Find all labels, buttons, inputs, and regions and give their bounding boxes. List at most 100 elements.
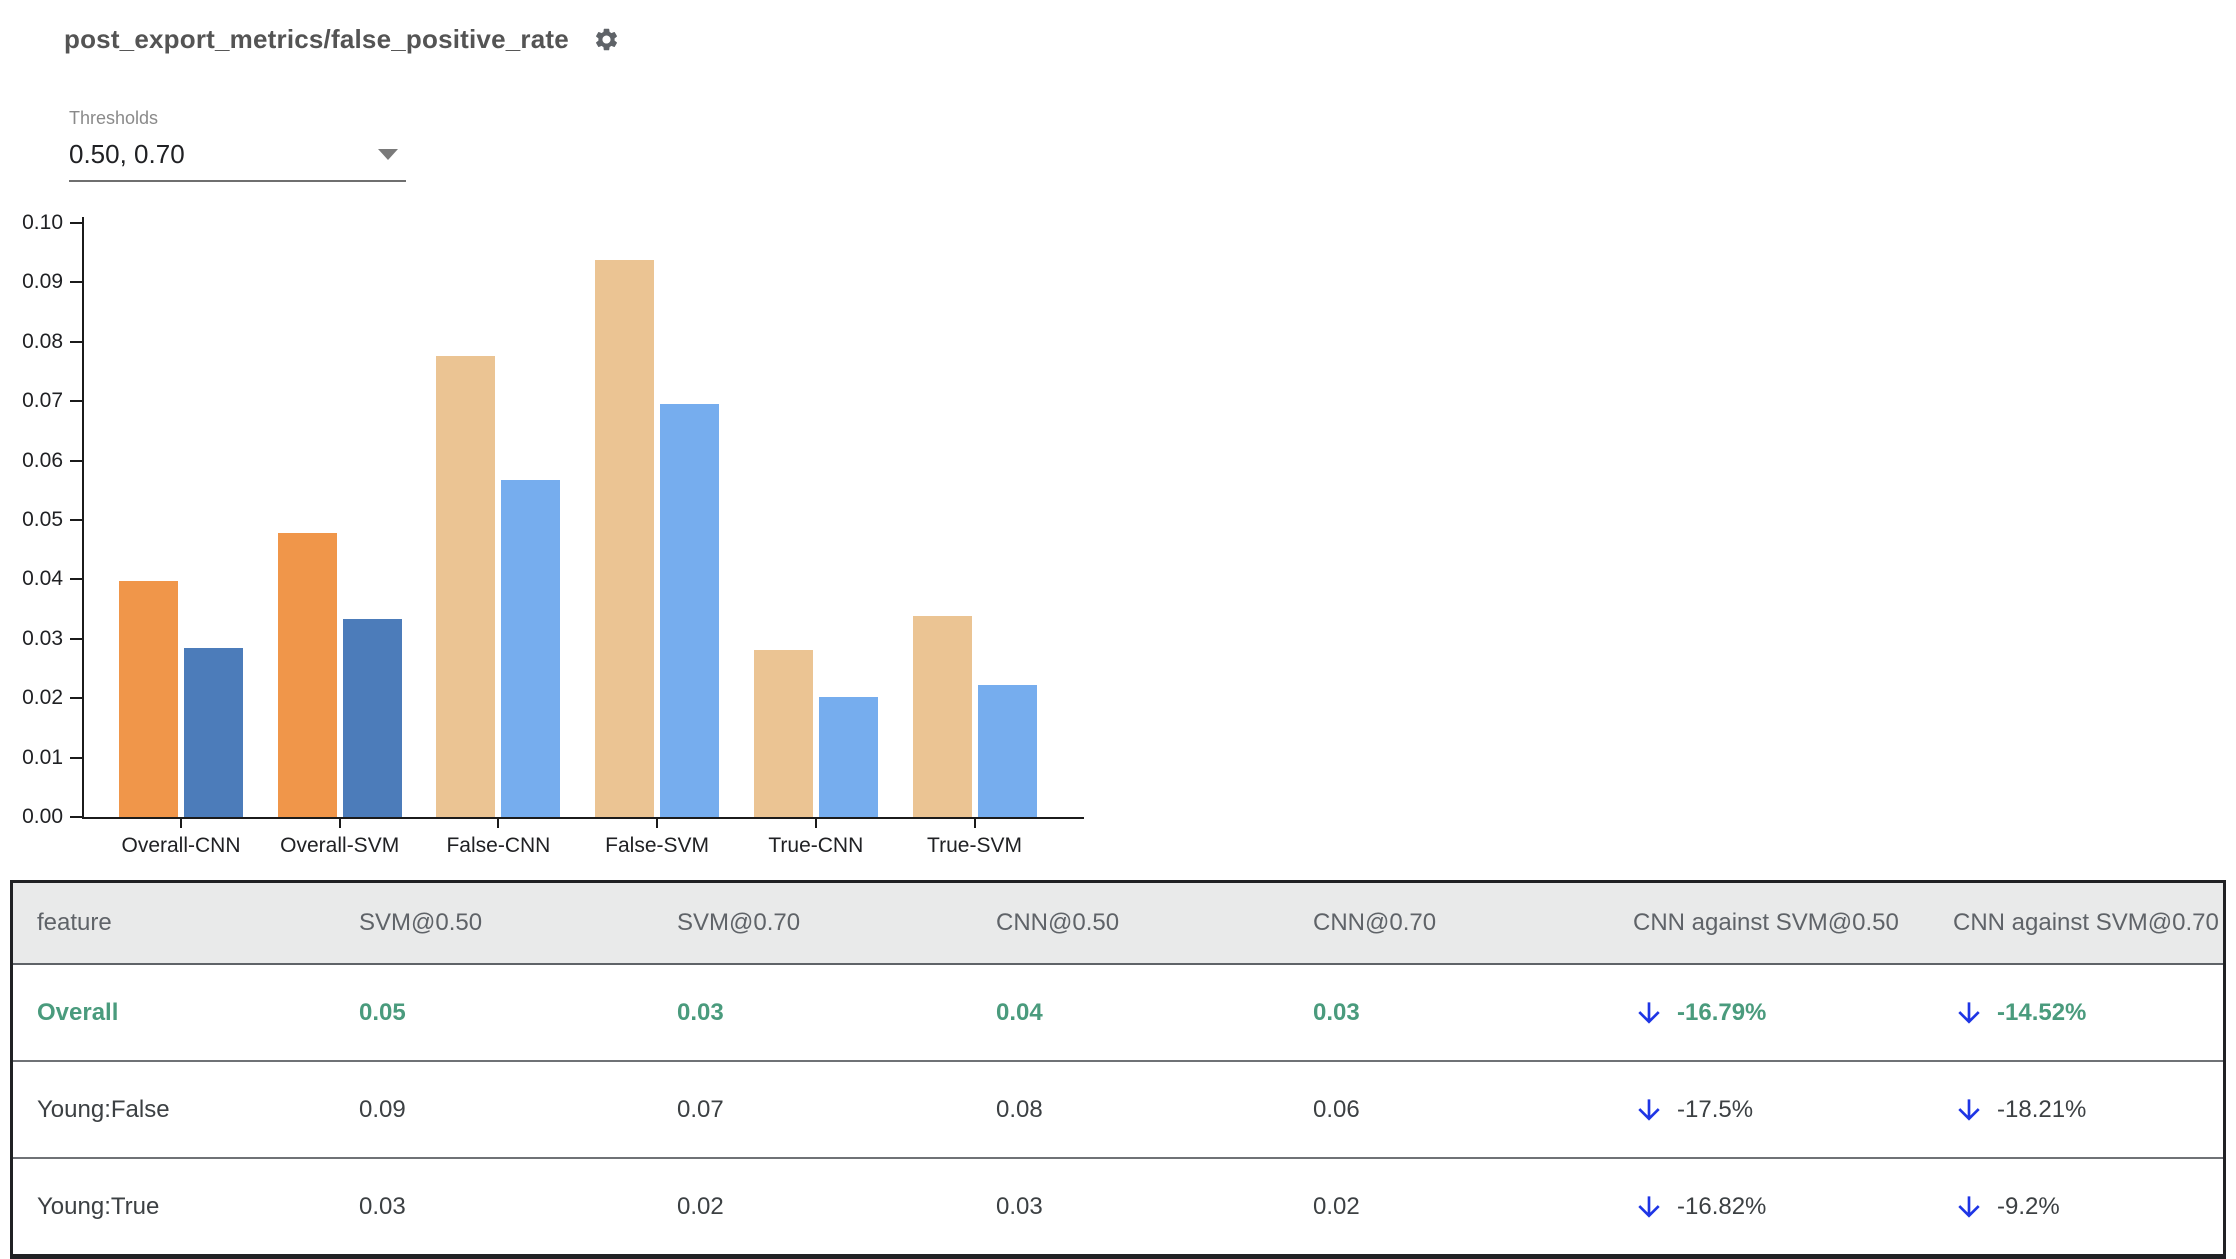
metric-cell: 0.07 (677, 1095, 724, 1123)
y-axis-tick-label: 0.05 (22, 508, 63, 531)
bar-False-SVM-threshold0.70[interactable] (660, 404, 720, 817)
y-axis-tick (70, 340, 83, 343)
metric-cell: 0.03 (677, 998, 724, 1026)
metric-cell: 0.04 (996, 998, 1043, 1026)
y-axis-tick-label: 0.06 (22, 448, 63, 472)
y-axis-tick-label: 0.04 (22, 567, 63, 591)
y-axis-tick-label: 0.10 (22, 211, 63, 234)
feature-cell: Young:False (37, 1095, 170, 1123)
column-header-0: feature (37, 909, 112, 936)
y-axis-tick-label: 0.00 (22, 805, 63, 828)
x-axis-tick (497, 819, 500, 828)
table-row[interactable]: Young:True 0.03 0.02 0.03 0.02 -16.82% -9.2% (13, 1157, 2223, 1254)
panel-header: post_export_metrics/false_positive_rate (64, 24, 621, 55)
delta-cell: -16.79% (1633, 997, 1953, 1029)
metric-cell: 0.02 (677, 1192, 724, 1220)
x-axis-label: Overall-CNN (121, 834, 241, 857)
table-body: Overall 0.05 0.03 0.04 0.03 -16.79% -14.52% You… (13, 965, 2223, 1254)
bar-group (753, 223, 878, 817)
y-axis-tick (70, 697, 83, 700)
metric-cell: 0.09 (359, 1095, 406, 1123)
table-row[interactable]: Young:False 0.09 0.07 0.08 0.06 -17.5% -18.21% (13, 1060, 2223, 1157)
settings-button[interactable] (593, 26, 621, 54)
arrow-down-icon (1958, 1001, 1980, 1024)
gear-icon (596, 28, 618, 51)
table-header-row: feature SVM@0.50 SVM@0.70 CNN@0.50 CNN@0.70 C… (13, 883, 2223, 965)
x-axis-label: True-CNN (768, 834, 864, 857)
bar-False-SVM-threshold0.50[interactable] (595, 259, 655, 817)
bar-True-SVM-threshold0.70[interactable] (977, 685, 1037, 817)
feature-cell: Overall (37, 998, 119, 1026)
y-axis-tick (70, 459, 83, 462)
y-axis-tick-label: 0.01 (22, 745, 63, 769)
bar-group (595, 223, 720, 817)
y-axis-tick (70, 756, 83, 759)
column-header-5: CNN against SVM@0.50 (1633, 909, 1899, 936)
x-axis-tick (973, 819, 976, 828)
metric-cell: 0.06 (1313, 1095, 1360, 1123)
bar-group (436, 223, 561, 817)
dropdown-arrow-icon (378, 149, 398, 160)
x-axis-label: True-SVM (927, 834, 1022, 857)
delta-value: -18.21% (1997, 1095, 2087, 1123)
x-axis-line (82, 817, 1084, 819)
x-axis-label: False-SVM (605, 834, 710, 857)
metric-cell: 0.03 (359, 1192, 406, 1220)
y-axis-tick (70, 637, 83, 640)
arrow-down-icon (1638, 1195, 1660, 1218)
arrow-down-icon (1638, 1001, 1660, 1024)
delta-cell: -9.2% (1953, 1191, 2223, 1223)
bar-group (912, 223, 1037, 817)
x-axis-tick (656, 819, 659, 828)
x-axis-tick (814, 819, 817, 828)
y-axis-tick-label: 0.03 (22, 626, 63, 650)
arrow-down-icon (1958, 1098, 1980, 1121)
y-axis-tick (70, 578, 83, 581)
delta-value: -16.82% (1677, 1192, 1767, 1220)
column-header-3: CNN@0.50 (996, 909, 1120, 936)
bar-True-CNN-threshold0.70[interactable] (818, 697, 878, 817)
x-axis-tick (180, 819, 182, 828)
bar-group (119, 223, 243, 817)
arrow-down-icon (1638, 1098, 1660, 1121)
metric-cell: 0.05 (359, 998, 406, 1026)
metrics-table: feature SVM@0.50 SVM@0.70 CNN@0.50 CNN@0.70 C… (10, 880, 2226, 1259)
bar-Overall-CNN-threshold0.70[interactable] (184, 648, 243, 817)
column-header-1: SVM@0.50 (359, 909, 483, 936)
bar-True-SVM-threshold0.50[interactable] (912, 616, 972, 817)
table-row[interactable]: Overall 0.05 0.03 0.04 0.03 -16.79% -14.52% (13, 965, 2223, 1060)
y-axis-tick (70, 400, 83, 403)
bar-Overall-SVM-threshold0.70[interactable] (342, 619, 402, 817)
thresholds-label: Thresholds (69, 108, 159, 128)
bar-False-CNN-threshold0.50[interactable] (436, 355, 496, 817)
delta-cell: -18.21% (1953, 1094, 2223, 1126)
y-axis-tick (70, 222, 83, 224)
y-axis-tick (70, 519, 83, 521)
bar-False-CNN-threshold0.70[interactable] (501, 479, 561, 817)
thresholds-value: 0.50, 0.70 (69, 139, 185, 169)
column-header-2: SVM@0.70 (677, 909, 801, 936)
bar-Overall-SVM-threshold0.50[interactable] (277, 533, 337, 817)
delta-value: -14.52% (1997, 998, 2087, 1026)
delta-cell: -17.5% (1633, 1094, 1953, 1126)
y-axis-tick-label: 0.09 (22, 270, 63, 294)
delta-value: -16.79% (1677, 998, 1767, 1026)
delta-cell: -14.52% (1953, 997, 2223, 1029)
thresholds-select[interactable]: Thresholds 0.50, 0.70 (69, 108, 406, 182)
y-axis-tick-label: 0.07 (22, 389, 63, 413)
column-header-4: CNN@0.70 (1313, 909, 1437, 936)
arrow-down-icon (1958, 1195, 1980, 1218)
y-axis-line (82, 217, 84, 819)
metric-cell: 0.08 (996, 1095, 1043, 1123)
bar-Overall-CNN-threshold0.50[interactable] (119, 580, 178, 817)
bar-group (277, 223, 402, 817)
bar-True-CNN-threshold0.50[interactable] (753, 650, 813, 817)
y-axis-tick-label: 0.02 (22, 686, 63, 710)
delta-cell: -16.82% (1633, 1191, 1953, 1223)
metric-cell: 0.03 (996, 1192, 1043, 1220)
y-axis-tick (70, 281, 83, 284)
metric-title: post_export_metrics/false_positive_rate (64, 24, 569, 54)
y-axis-tick-label: 0.08 (22, 329, 63, 353)
